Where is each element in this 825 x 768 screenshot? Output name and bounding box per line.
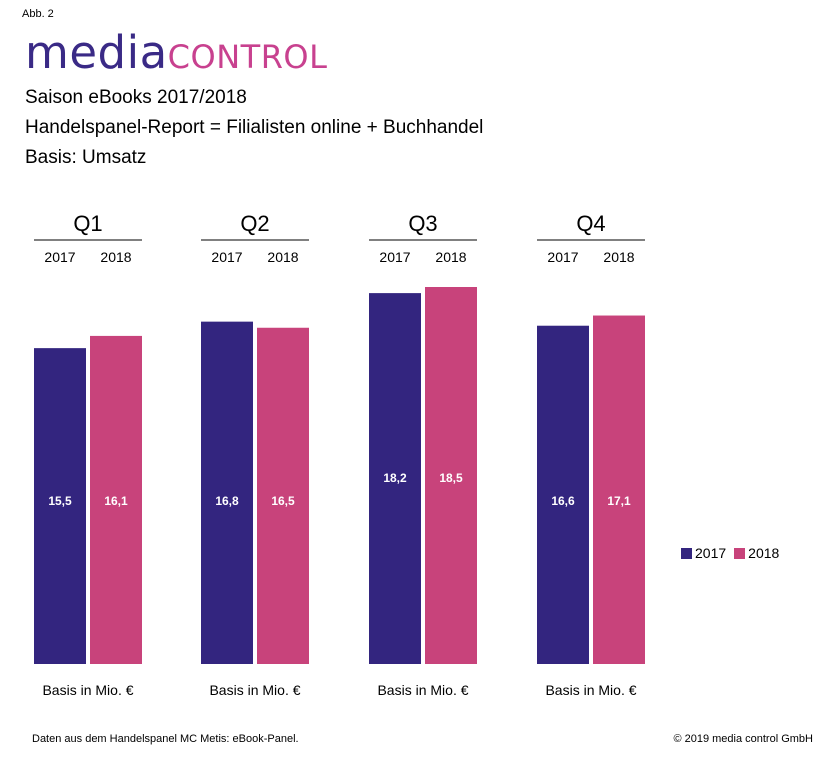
- legend-item-2017: 2017: [681, 545, 726, 561]
- year-label: 2018: [100, 249, 131, 265]
- bar-2018-Q1: [90, 335, 142, 664]
- data-label: 17,1: [607, 494, 631, 508]
- bar-2017-Q2: [201, 321, 253, 664]
- basis-label: Basis in Mio. €: [545, 682, 636, 698]
- logo-control: control: [167, 26, 328, 79]
- quarter-label: Q2: [240, 211, 269, 236]
- basis-label: Basis in Mio. €: [209, 682, 300, 698]
- quarter-label: Q3: [408, 211, 437, 236]
- source-note: Daten aus dem Handelspanel MC Metis: eBo…: [32, 733, 299, 745]
- bar-2017-Q1: [34, 348, 86, 664]
- quarter-label: Q1: [73, 211, 102, 236]
- year-label: 2018: [603, 249, 634, 265]
- data-label: 16,6: [551, 494, 575, 508]
- year-label: 2017: [211, 249, 242, 265]
- bar-2018-Q4: [593, 315, 645, 664]
- legend: 2017 2018: [681, 545, 787, 561]
- logo-media: media: [25, 26, 168, 79]
- copyright-note: © 2019 media control GmbH: [673, 733, 813, 745]
- bar-2017-Q4: [537, 325, 589, 664]
- legend-label-2018: 2018: [748, 545, 780, 561]
- subtitle-report: Handelspanel-Report = Filialisten online…: [25, 117, 484, 138]
- bar-2017-Q3: [369, 293, 421, 664]
- subtitle-basis: Basis: Umsatz: [25, 147, 147, 168]
- legend-item-2018: 2018: [734, 545, 779, 561]
- legend-label-2017: 2017: [695, 545, 727, 561]
- year-label: 2018: [435, 249, 466, 265]
- legend-swatch-2017: [681, 547, 692, 559]
- legend-swatch-2018: [734, 547, 746, 559]
- data-label: 18,2: [383, 471, 407, 485]
- year-label: 2017: [44, 249, 75, 265]
- bar-2018-Q3: [425, 287, 477, 664]
- data-label: 16,1: [104, 494, 128, 508]
- bar-2018-Q2: [257, 327, 309, 664]
- basis-label: Basis in Mio. €: [42, 682, 133, 698]
- brand-logo: mediacontrol: [25, 30, 327, 75]
- quarter-label: Q4: [576, 211, 605, 236]
- data-label: 15,5: [48, 494, 72, 508]
- subtitle-season: Saison eBooks 2017/2018: [25, 87, 247, 108]
- year-label: 2018: [267, 249, 298, 265]
- data-label: 18,5: [439, 471, 463, 485]
- data-label: 16,5: [271, 494, 295, 508]
- data-label: 16,8: [215, 494, 239, 508]
- year-label: 2017: [379, 249, 410, 265]
- basis-label: Basis in Mio. €: [377, 682, 468, 698]
- figure-label: Abb. 2: [22, 8, 54, 20]
- year-label: 2017: [547, 249, 578, 265]
